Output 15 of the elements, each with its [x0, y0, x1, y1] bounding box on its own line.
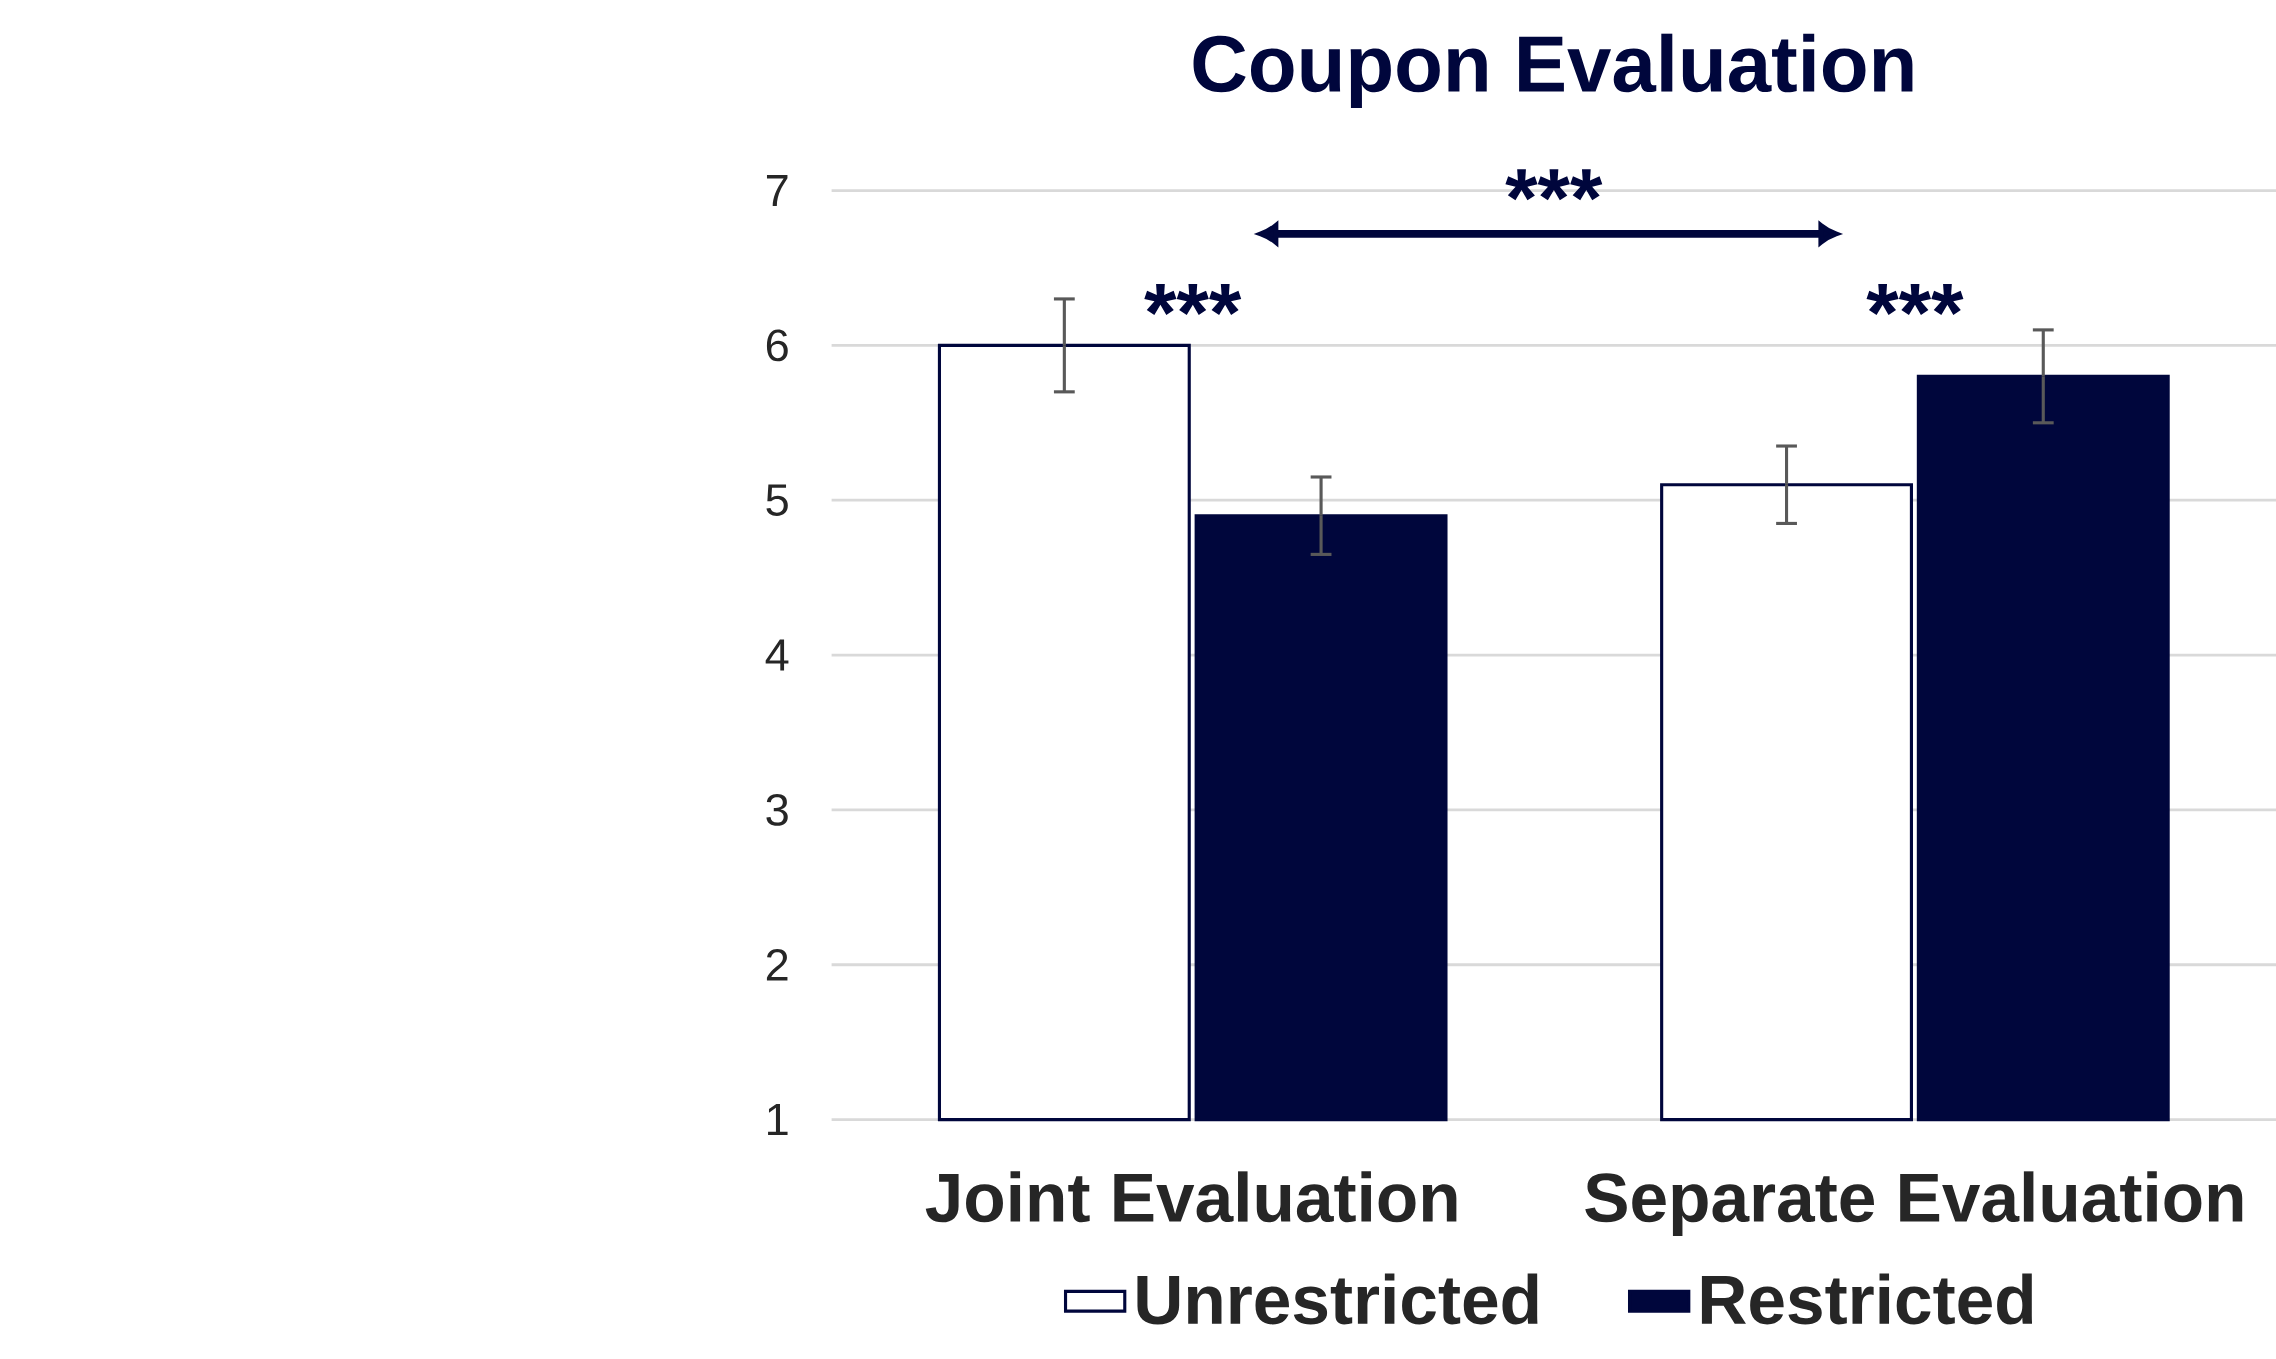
chart-title: Coupon Evaluation: [1193, 33, 1913, 108]
legend-label: Unrestricted: [1137, 1273, 1538, 1325]
y-tick-label: 4: [765, 639, 789, 671]
y-tick-label: 7: [766, 174, 788, 206]
y-tick-label: 3: [766, 793, 788, 826]
x-tick-label: Separate Evaluation: [1585, 1171, 2243, 1236]
y-tick-label: 5: [766, 484, 788, 516]
annotation: ***: [1505, 169, 1603, 201]
y-tick-label: 2: [766, 948, 788, 981]
y-tick-label: 1: [768, 1103, 788, 1135]
annotation: ***: [1144, 283, 1242, 315]
legend-label: Restricted: [1701, 1273, 2033, 1325]
y-tick-label: 6: [766, 329, 788, 362]
x-tick-label: Joint Evaluation: [925, 1171, 1457, 1223]
annotation: ***: [1866, 283, 1964, 315]
